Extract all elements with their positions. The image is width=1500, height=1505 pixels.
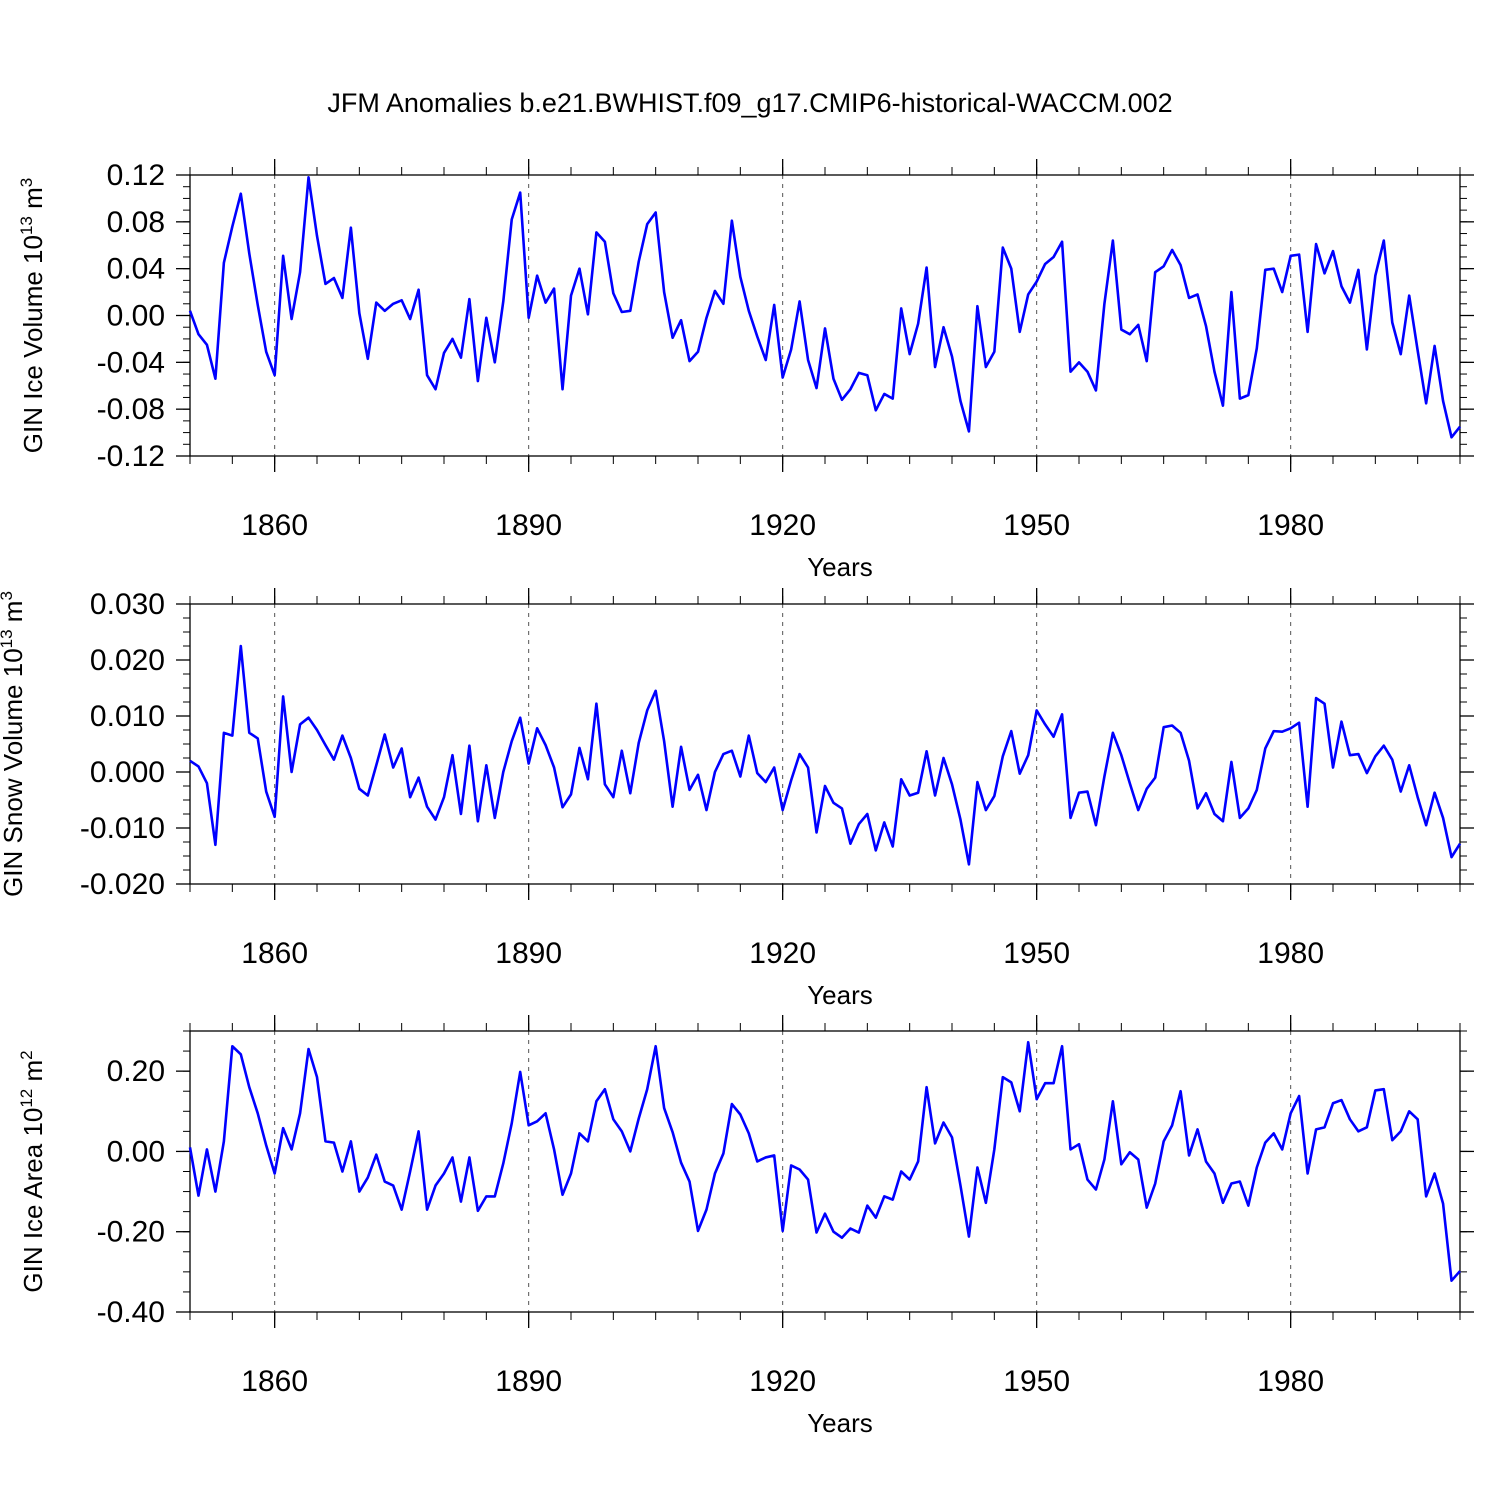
x-tick-label: 1980 xyxy=(1257,509,1324,542)
y-axis-label: GIN Ice Volume 1013 m3 xyxy=(17,178,48,454)
y-tick-label: 0.08 xyxy=(107,206,165,239)
y-tick-label: -0.40 xyxy=(97,1296,165,1329)
y-tick-label: 0.12 xyxy=(107,159,165,192)
y-tick-label: 0.20 xyxy=(107,1055,165,1088)
y-tick-label: -0.08 xyxy=(97,393,165,426)
y-tick-label: -0.04 xyxy=(97,346,165,379)
y-tick-label: 0.030 xyxy=(90,588,165,621)
plot-frame xyxy=(189,174,1461,457)
x-tick-label: 1950 xyxy=(1003,509,1070,542)
x-tick-label: 1890 xyxy=(495,1365,562,1398)
y-tick-label: -0.010 xyxy=(80,812,165,845)
x-axis-label: Years xyxy=(807,980,873,1010)
x-tick-label: 1860 xyxy=(241,937,308,970)
x-tick-label: 1980 xyxy=(1257,1365,1324,1398)
x-tick-label: 1920 xyxy=(749,509,816,542)
y-tick-label: -0.20 xyxy=(97,1216,165,1249)
x-tick-label: 1890 xyxy=(495,937,562,970)
x-axis-label: Years xyxy=(807,552,873,582)
y-tick-label: 0.010 xyxy=(90,700,165,733)
y-axis-label: GIN Ice Area 1012 m2 xyxy=(17,1050,48,1292)
series-line-snow-volume xyxy=(189,644,1462,866)
x-tick-label: 1890 xyxy=(495,509,562,542)
x-tick-label: 1920 xyxy=(749,1365,816,1398)
y-tick-label: 0.00 xyxy=(107,1135,165,1168)
series-line-ice-area xyxy=(188,1040,1461,1282)
y-tick-label: 0.020 xyxy=(90,644,165,677)
x-tick-label: 1920 xyxy=(749,937,816,970)
plot-frame xyxy=(189,603,1461,885)
y-tick-label: 0.00 xyxy=(107,300,165,333)
y-axis-label: GIN Snow Volume 1013 m3 xyxy=(0,591,28,897)
chart-title: JFM Anomalies b.e21.BWHIST.f09_g17.CMIP6… xyxy=(327,88,1172,118)
panel-snow-volume: -0.020 -0.010 0.000 0.010 0.020 0.030 1860 1890… xyxy=(0,588,1474,1010)
y-tick-label: -0.12 xyxy=(97,440,165,473)
x-tick-label: 1950 xyxy=(1003,937,1070,970)
y-tick-label: 0.04 xyxy=(107,253,165,286)
x-tick-label: 1860 xyxy=(241,509,308,542)
x-tick-label: 1950 xyxy=(1003,1365,1070,1398)
panel-ice-area: -0.40 -0.20 0.00 0.20 1860 1890 1920 1950 1980 Ye… xyxy=(17,1015,1474,1438)
x-axis-label: Years xyxy=(807,1408,873,1438)
panel-ice-volume: -0.12 -0.08 -0.04 0.00 0.04 0.08 0.12 1860 1890 1… xyxy=(17,159,1474,582)
series-line-ice-volume xyxy=(188,176,1462,439)
x-tick-label: 1860 xyxy=(241,1365,308,1398)
y-tick-label: 0.000 xyxy=(90,756,165,789)
y-tick-label: -0.020 xyxy=(80,868,165,901)
x-tick-label: 1980 xyxy=(1257,937,1324,970)
